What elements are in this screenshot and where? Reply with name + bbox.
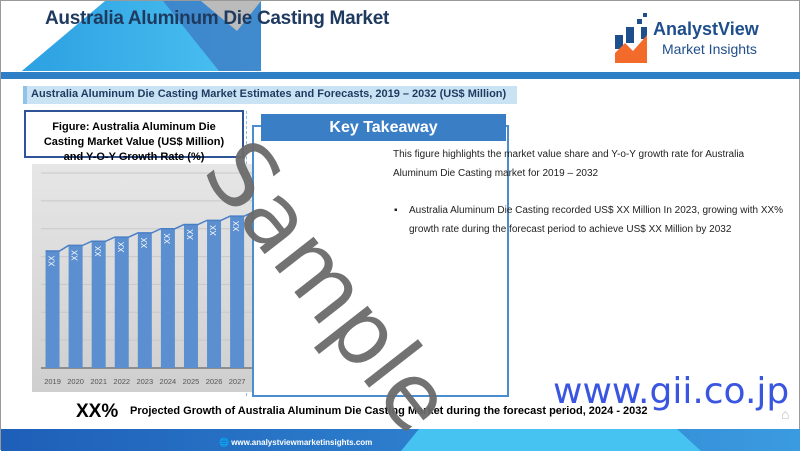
x-tick-label: 2024 bbox=[160, 377, 177, 386]
data-label: XX bbox=[186, 229, 195, 240]
x-tick-label: 2025 bbox=[183, 377, 200, 386]
x-tick-label: 2027 bbox=[229, 377, 246, 386]
logo-icon bbox=[615, 13, 647, 63]
header-band bbox=[1, 72, 800, 79]
x-tick-label: 2021 bbox=[90, 377, 107, 386]
x-tick-label: 2020 bbox=[67, 377, 84, 386]
x-tick-label: 2023 bbox=[136, 377, 153, 386]
page-title: Australia Aluminum Die Casting Market bbox=[45, 8, 389, 29]
data-label: XX bbox=[232, 220, 241, 231]
home-icon[interactable]: ⌂ bbox=[781, 406, 790, 422]
x-tick-label: 2019 bbox=[44, 377, 61, 386]
projection-text: Projected Growth of Australia Aluminum D… bbox=[130, 405, 648, 417]
bar bbox=[114, 237, 129, 368]
footer-url-text: www.analystviewmarketinsights.com bbox=[231, 438, 373, 447]
projection-value: XX% bbox=[76, 401, 119, 422]
data-label: XX bbox=[209, 224, 218, 235]
key-takeaway-bullet: Australia Aluminum Die Casting recorded … bbox=[394, 201, 790, 239]
logo-name: AnalystView bbox=[653, 19, 759, 39]
data-label: XX bbox=[163, 233, 172, 244]
key-takeaway-intro: This figure highlights the market value … bbox=[393, 149, 745, 179]
data-label: XX bbox=[71, 249, 80, 260]
bar bbox=[91, 241, 106, 368]
x-tick-label: 2022 bbox=[113, 377, 130, 386]
data-label: XX bbox=[94, 245, 103, 256]
bar bbox=[68, 245, 83, 368]
bar bbox=[137, 232, 152, 368]
bar bbox=[183, 224, 198, 368]
bar bbox=[160, 228, 175, 368]
section-title: Australia Aluminum Die Casting Market Es… bbox=[23, 86, 517, 104]
key-takeaway-box bbox=[252, 125, 509, 397]
bullet-text: Australia Aluminum Die Casting recorded … bbox=[409, 205, 784, 235]
bar bbox=[207, 220, 222, 368]
data-label: XX bbox=[48, 255, 57, 266]
x-tick-label: 2026 bbox=[206, 377, 223, 386]
footer-url[interactable]: 🌐 www.analystviewmarketinsights.com bbox=[219, 438, 372, 447]
bar bbox=[230, 216, 245, 368]
logo-subtitle: Market Insights bbox=[662, 41, 757, 57]
bar bbox=[45, 251, 60, 368]
globe-icon: 🌐 bbox=[219, 438, 229, 447]
gii-watermark: www.gii.co.jp bbox=[553, 371, 790, 412]
footer-decor bbox=[401, 429, 701, 451]
key-takeaway-heading: Key Takeaway bbox=[261, 114, 506, 141]
data-label: XX bbox=[117, 241, 126, 252]
data-label: XX bbox=[140, 237, 149, 248]
figure-title: Figure: Australia Aluminum Die Casting M… bbox=[24, 110, 244, 163]
